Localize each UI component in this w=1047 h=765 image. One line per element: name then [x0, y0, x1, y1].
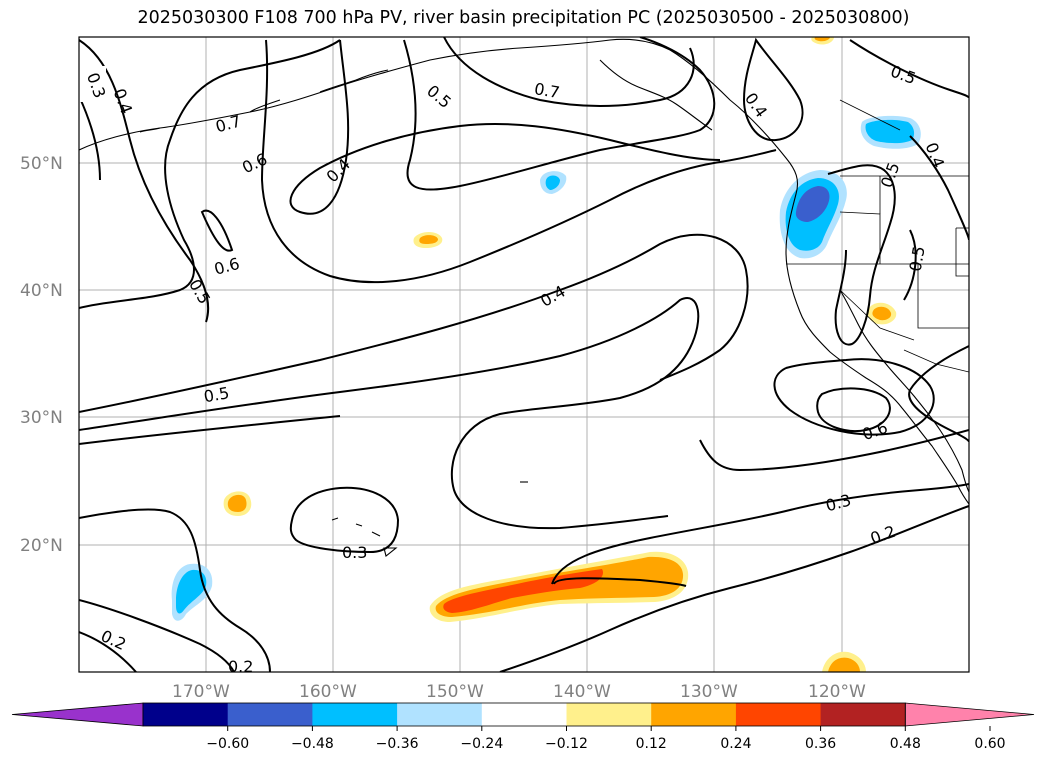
- colorbar-tick-label: −0.36: [376, 736, 419, 752]
- contour-label: 0.5: [906, 245, 929, 273]
- colorbar-extend-min: [11, 702, 144, 727]
- colorbar-tick-label: −0.12: [545, 736, 588, 752]
- map-title: 2025030300 F108 700 hPa PV, river basin …: [137, 8, 910, 28]
- colorbar-bin: [143, 703, 229, 726]
- contour-line: [79, 415, 341, 445]
- lon-label: 150°W: [426, 682, 484, 702]
- colorbar-tick-label: 0.36: [805, 736, 836, 752]
- contour-line: [849, 39, 969, 99]
- lon-label: 140°W: [553, 682, 611, 702]
- contour-line: [699, 429, 969, 472]
- contour-line: [443, 37, 695, 107]
- colorbar-bin: [397, 703, 483, 726]
- lon-labels: 170°W 160°W 150°W 140°W 130°W 120°W: [172, 682, 866, 702]
- lat-label: 30°N: [20, 408, 63, 428]
- lon-label: 170°W: [172, 682, 230, 702]
- colorbar-bin: [312, 703, 398, 726]
- colorbar-tick-label: −0.60: [206, 736, 249, 752]
- contour-line: [903, 229, 917, 301]
- colorbar-tick-label: 0.12: [636, 736, 667, 752]
- colorbar-tick-label: −0.48: [291, 736, 334, 752]
- contour-label: 0.2: [228, 657, 253, 676]
- lat-label: 20°N: [20, 536, 63, 556]
- colorbar-bin: [227, 703, 313, 726]
- contour-line: [79, 233, 749, 413]
- contour-line: [289, 486, 400, 554]
- contour-line: [79, 39, 341, 309]
- colorbar-bin: [651, 703, 737, 726]
- contour-line: [79, 95, 101, 181]
- lon-label: 130°W: [680, 682, 738, 702]
- colorbar-tick-label: 0.60: [974, 736, 1005, 752]
- contour-line: [289, 39, 721, 215]
- coastlines: [79, 38, 969, 557]
- map-frame: [78, 36, 970, 673]
- contour-line: [79, 39, 210, 323]
- colorbar-bin: [481, 703, 567, 726]
- contour-line: [909, 135, 969, 241]
- lon-label: 160°W: [299, 682, 357, 702]
- pv-contours: [79, 37, 969, 672]
- contour-line: [260, 39, 777, 284]
- contour-line: [403, 37, 716, 191]
- contour-line: [79, 631, 137, 672]
- contour-line: [827, 164, 896, 346]
- colorbar-bin: [566, 703, 652, 726]
- contour-label: 0.5: [202, 383, 230, 406]
- contour-line: [908, 345, 969, 443]
- contour-line: [79, 297, 700, 530]
- lat-labels: 50°N 40°N 30°N 20°N: [20, 154, 63, 556]
- colorbar-frame: [142, 702, 906, 727]
- contour-line: [200, 209, 234, 252]
- colorbar-extend-max: [904, 702, 1035, 727]
- contour-label: 0.7: [533, 79, 561, 102]
- contour-line: [551, 483, 969, 585]
- contour-label: 0.3: [342, 543, 367, 562]
- contour-line: [773, 358, 935, 436]
- map-area: [79, 37, 969, 672]
- contour-line: [553, 577, 687, 587]
- contour-line: [79, 508, 271, 672]
- contour-line: [816, 387, 891, 432]
- colorbar-tick-label: 0.48: [890, 736, 921, 752]
- colorbar-bin: [820, 703, 906, 726]
- colorbar-tick-label: −0.24: [460, 736, 503, 752]
- contour-line: [79, 599, 235, 672]
- lat-label: 50°N: [20, 154, 63, 174]
- borders: [786, 99, 969, 373]
- colorbar-tick-label: 0.24: [720, 736, 751, 752]
- contour-line: [742, 37, 804, 142]
- colorbar-bin: [735, 703, 822, 726]
- contour-line: [499, 505, 969, 672]
- colorbar: −0.60 −0.48 −0.36 −0.24 −0.12 0.12 0.24 0.36 0.4…: [11, 702, 1035, 752]
- lon-label: 120°W: [808, 682, 866, 702]
- lat-label: 40°N: [20, 281, 63, 301]
